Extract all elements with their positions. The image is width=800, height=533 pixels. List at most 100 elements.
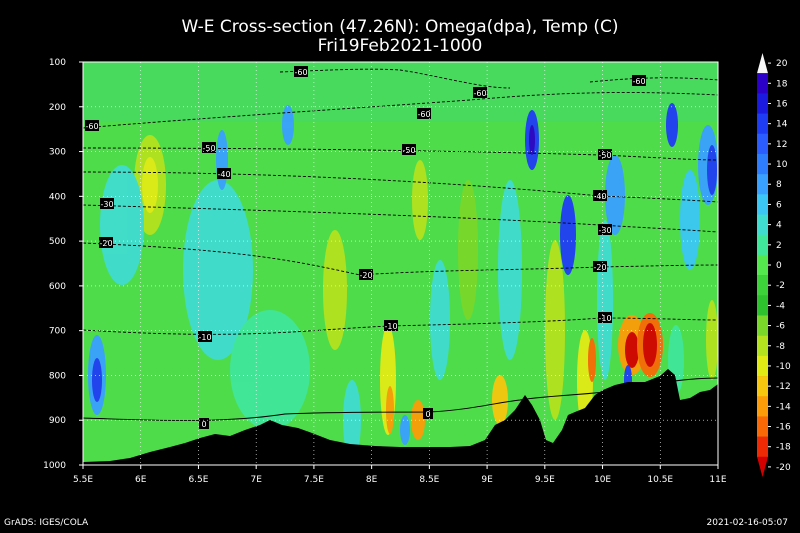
y-tick-label: 700 [49, 327, 66, 337]
colorbar: 20181614121086420-2-4-6-8-10-12-14-16-18… [757, 53, 791, 477]
contour-label: -20 [359, 269, 373, 280]
footer-timestamp: 2021-02-16-05:07 [706, 518, 789, 528]
colorbar-swatch [757, 355, 768, 377]
colorbar-label: -6 [776, 322, 785, 332]
field-blob [560, 195, 576, 275]
x-tick-label: 6E [135, 475, 147, 485]
x-axis: 5.5E 6E 6.5E 7E 7.5E 8E 8.5E 9E 9.5E 10E 10.5E 11E [73, 465, 727, 485]
y-tick-label: 600 [49, 282, 66, 292]
svg-text:-60: -60 [417, 110, 430, 119]
contour-label: -50 [402, 144, 416, 155]
field-blob [529, 125, 535, 155]
colorbar-swatch [757, 133, 768, 155]
svg-text:-30: -30 [598, 226, 611, 235]
temperature-contours [82, 68, 719, 421]
colorbar-swatch [757, 295, 768, 316]
contour-label: -50 [202, 142, 216, 153]
svg-text:-50: -50 [598, 151, 611, 160]
contour-label: -30 [598, 224, 612, 235]
x-tick-label: 7.5E [304, 475, 324, 485]
field-blob [216, 130, 228, 190]
field-blob [588, 338, 596, 382]
svg-text:-60: -60 [473, 89, 486, 98]
contour-label: -60 [473, 87, 487, 98]
colorbar-swatch [757, 214, 768, 236]
field-blob [707, 145, 717, 195]
x-tick-label: 10.5E [647, 475, 673, 485]
svg-text:0: 0 [201, 420, 206, 429]
svg-text:-30: -30 [100, 200, 113, 209]
y-tick-label: 1000 [43, 461, 66, 471]
colorbar-label: 12 [776, 140, 787, 150]
colorbar-swatch [757, 153, 768, 175]
contour-label: -10 [384, 320, 398, 331]
y-tick-label: 100 [49, 58, 66, 68]
contour-line [82, 204, 719, 233]
field-blob [323, 230, 347, 350]
y-axis: 100 200 300 400 500 600 700 800 900 1000 [43, 58, 83, 471]
contour-label: -10 [198, 331, 212, 342]
omega-field [83, 62, 718, 465]
svg-text:-20: -20 [99, 239, 112, 248]
svg-text:-20: -20 [359, 271, 372, 280]
contour-label: -60 [85, 120, 99, 131]
x-tick-label: 9.5E [535, 475, 555, 485]
colorbar-swatch [757, 93, 768, 114]
field-blob [400, 415, 410, 445]
field-blob [706, 300, 718, 380]
contour-label: 0 [423, 408, 433, 419]
field-blob [100, 165, 144, 285]
field-blob [386, 386, 394, 434]
colorbar-swatch [757, 234, 768, 256]
field-blob [597, 220, 613, 380]
chart-subtitle: Fri19Feb2021-1000 [317, 36, 483, 56]
contour-label: -20 [593, 261, 607, 272]
colorbar-swatch [757, 194, 768, 215]
y-tick-label: 900 [49, 416, 66, 426]
contour-label: -60 [417, 108, 431, 119]
contour-line [82, 317, 719, 335]
colorbar-label: 6 [776, 200, 782, 210]
x-tick-label: 5.5E [73, 475, 93, 485]
contour-line [82, 377, 719, 421]
colorbar-swatch [757, 456, 768, 477]
field-blob [680, 170, 700, 270]
contour-labels: -60 -60 -60 -60 -60 -50 -50 -50 -40 -40 … [85, 66, 646, 429]
field-blob [545, 240, 565, 420]
field-blob [411, 400, 425, 440]
field-blob [498, 180, 522, 360]
svg-text:-10: -10 [198, 333, 211, 342]
svg-text:-10: -10 [598, 314, 611, 323]
colorbar-label: 14 [776, 120, 788, 130]
svg-text:-50: -50 [402, 146, 415, 155]
field-blob [92, 358, 102, 402]
colorbar-swatch [757, 396, 768, 417]
colorbar-swatch [757, 53, 768, 74]
colorbar-label: 18 [776, 79, 788, 89]
x-tick-label: 8.5E [419, 475, 439, 485]
contour-line [82, 147, 719, 161]
x-tick-label: 7E [250, 475, 262, 485]
field-blob [458, 180, 478, 320]
y-tick-label: 200 [49, 103, 66, 113]
contour-label: -40 [593, 190, 607, 201]
contour-label: -10 [598, 312, 612, 323]
contour-line [82, 92, 719, 129]
contour-label: -60 [632, 75, 646, 86]
contour-label: -20 [99, 237, 113, 248]
colorbar-label: 8 [776, 180, 782, 190]
colorbar-swatch [757, 174, 768, 195]
svg-text:-20: -20 [593, 263, 606, 272]
field-blob [643, 323, 657, 367]
contour-label: -30 [100, 198, 114, 209]
contour-line [589, 77, 719, 83]
svg-text:0: 0 [425, 410, 430, 419]
colorbar-label: -10 [776, 362, 791, 372]
colorbar-swatch [757, 416, 768, 437]
x-tick-label: 6.5E [188, 475, 208, 485]
field-blob [492, 375, 508, 425]
field-blob [430, 260, 450, 380]
colorbar-swatch [757, 275, 768, 296]
